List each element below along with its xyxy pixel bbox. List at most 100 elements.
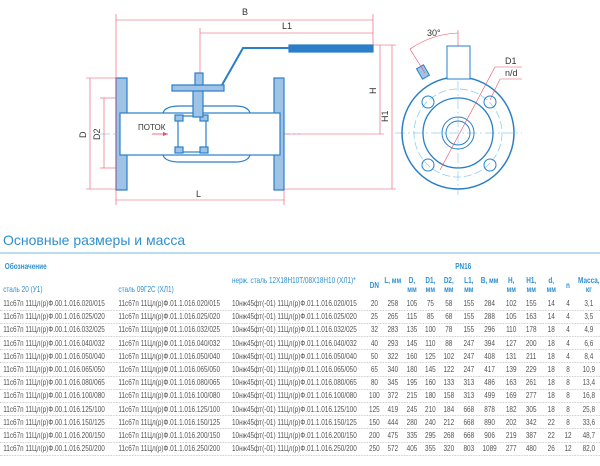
table-cell: 229 — [525, 365, 537, 374]
table-cell: 11с67п 11Цл(р)Ф.00.1.016.150/125 — [3, 417, 105, 427]
table-cell: 10нж45фт(-01) 11Цл(р)Ф.01.1.016.080/065 — [232, 378, 357, 388]
side-view — [100, 44, 374, 191]
table-cell: 32 — [370, 325, 378, 335]
table-cell: 11с67п 11Цл(р)Ф.01.1.016.100/080 — [118, 391, 221, 401]
table-cell: 202 — [505, 417, 517, 427]
table-cell: 105 — [406, 299, 418, 308]
dimensions — [86, 14, 396, 205]
table-cell: 200 — [369, 431, 380, 440]
table-cell: 160 — [425, 378, 436, 388]
col-header: сталь 09Г2С (ХЛ1) — [118, 285, 174, 294]
table-cell: 335 — [406, 431, 418, 440]
table-cell: 4 — [566, 351, 570, 361]
table-cell: 215 — [406, 391, 418, 401]
table-cell: 11с67п 11Цл(р)Ф.00.1.016.100/080 — [3, 391, 105, 401]
table-cell: 475 — [387, 431, 399, 440]
table-row: 11с67п 11Цл(р)Ф.00.1.016.080/065 11с67п 1… — [0, 377, 600, 390]
col-header: D, мм — [407, 276, 417, 294]
table-cell: 11с67п 11Цл(р)Ф.00.1.016.025/020 — [3, 312, 105, 322]
col-header: D1, мм — [425, 276, 436, 294]
table-cell: 3,5 — [584, 312, 594, 322]
table-cell: 890 — [484, 417, 495, 427]
table-cell: 387 — [525, 431, 537, 440]
table-cell: 283 — [387, 325, 399, 335]
table-cell: 372 — [387, 391, 399, 401]
table-cell: 78 — [445, 325, 453, 335]
table-cell: 11с67п 11Цл(р)Ф.00.1.016.032/025 — [3, 325, 105, 335]
table-cell: 11с67п 11Цл(р)Ф.00.1.016.050/040 — [3, 351, 105, 361]
table-cell: 10нж45фт(-01) 11Цл(р)Ф.01.1.016.100/080 — [232, 391, 357, 401]
table-cell: 803 — [463, 444, 475, 454]
table-cell: 200 — [525, 338, 537, 348]
table-cell: 85 — [426, 312, 434, 322]
table-cell: 906 — [484, 431, 495, 440]
table-cell: 261 — [525, 378, 537, 388]
table-cell: 1089 — [482, 444, 497, 454]
table-cell: 10нж45фт(-01) 11Цл(р)Ф.01.1.016.025/020 — [232, 312, 357, 322]
table-cell: 48,7 — [582, 431, 596, 440]
table-cell: 131 — [505, 351, 517, 361]
col-header: L1, мм — [464, 276, 474, 294]
valve-drawing: ПОТОК B L1 L D D2 H H1 30° D1 n/d — [78, 7, 522, 205]
col-header: H1, мм — [526, 276, 537, 294]
section-title: Основные размеры и масса — [3, 232, 186, 248]
table-cell: 288 — [484, 312, 495, 322]
table-row: 11с67п 11Цл(р)Ф.00.1.016.150/125 11с67п 1… — [0, 417, 600, 430]
table-cell: 8 — [566, 378, 570, 388]
table-cell: 68 — [445, 312, 453, 322]
dim-H1-label: H1 — [380, 110, 390, 122]
table-cell: 155 — [463, 299, 475, 308]
table-cell: 305 — [525, 404, 537, 414]
table-cell: 155 — [525, 299, 537, 308]
table-cell: 150 — [369, 417, 380, 427]
table-cell: 10нж45фт(-01) 11Цл(р)Ф.01.1.016.020/015 — [232, 299, 357, 308]
col-header: L, мм — [384, 276, 402, 285]
table-cell: 268 — [443, 431, 455, 440]
table-cell: 133 — [443, 378, 455, 388]
table-cell: 8 — [566, 417, 570, 427]
handle-grip — [288, 44, 374, 53]
table-cell: 572 — [387, 444, 399, 454]
table-cell: 480 — [525, 444, 537, 454]
table-cell: 417 — [484, 365, 495, 374]
table-cell: 10нж45фт(-01) 11Цл(р)Ф.01.1.016.150/125 — [232, 417, 357, 427]
col-header: d, мм — [546, 276, 556, 294]
table-cell: 10нж45фт(-01) 11Цл(р)Ф.01.1.016.050/040 — [232, 351, 357, 361]
table-cell: 8 — [566, 365, 570, 374]
table-cell: 50 — [370, 351, 378, 361]
table-cell: 295 — [425, 431, 436, 440]
table-cell: 355 — [425, 444, 436, 454]
table-cell: 277 — [525, 391, 537, 401]
table-cell: 180 — [425, 391, 436, 401]
table-cell: 33,6 — [582, 417, 596, 427]
table-cell: 110 — [425, 338, 436, 348]
table-cell: 668 — [463, 404, 475, 414]
table-cell: 668 — [463, 431, 475, 440]
pn-group-header: PN16 — [455, 262, 472, 271]
table-cell: 102 — [443, 351, 455, 361]
table-cell: 10нж45фт(-01) 11Цл(р)Ф.01.1.016.125/100 — [232, 404, 357, 414]
table-cell: 115 — [406, 312, 418, 322]
dim-H-label: H — [368, 88, 378, 95]
table-cell: 11с67п 11Цл(р)Ф.01.1.016.040/032 — [118, 338, 221, 348]
table-cell: 14 — [547, 312, 555, 322]
table-cell: 4 — [566, 338, 570, 348]
table-cell: 110 — [506, 325, 517, 335]
table-cell: 322 — [387, 351, 399, 361]
table-cell: 65 — [370, 365, 378, 374]
table-cell: 6,6 — [584, 338, 594, 348]
table-cell: 405 — [406, 444, 418, 454]
table-cell: 11с67п 11Цл(р)Ф.00.1.016.080/065 — [3, 378, 105, 388]
table-cell: 11с67п 11Цл(р)Ф.00.1.016.200/150 — [3, 431, 105, 440]
table-cell: 122 — [443, 365, 455, 374]
front-view — [395, 45, 522, 195]
col-header: D2, мм — [443, 276, 454, 294]
table-cell: 11с67п 11Цл(р)Ф.00.1.016.065/050 — [3, 365, 105, 374]
table-cell: 155 — [463, 312, 475, 322]
table-cell: 247 — [463, 351, 475, 361]
table-cell: 26 — [547, 444, 555, 454]
table-cell: 11с67п 11Цл(р)Ф.01.1.016.032/025 — [118, 325, 221, 335]
table-cell: 195 — [406, 378, 418, 388]
